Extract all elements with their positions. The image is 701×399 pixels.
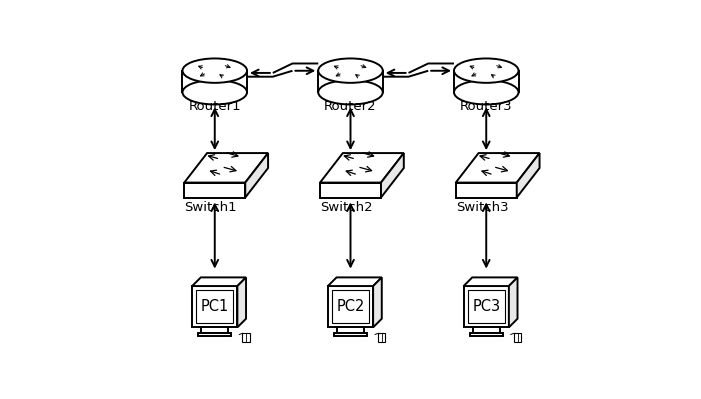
Polygon shape <box>328 277 382 286</box>
Polygon shape <box>184 183 245 198</box>
Text: PC2: PC2 <box>336 299 365 314</box>
Polygon shape <box>320 153 404 183</box>
Text: PC1: PC1 <box>200 299 229 314</box>
Polygon shape <box>463 286 509 327</box>
Polygon shape <box>182 71 247 92</box>
Polygon shape <box>373 277 382 327</box>
Polygon shape <box>456 153 540 183</box>
Polygon shape <box>238 277 246 327</box>
Polygon shape <box>328 286 373 327</box>
Polygon shape <box>379 333 386 342</box>
Polygon shape <box>517 153 540 198</box>
Polygon shape <box>245 153 268 198</box>
Polygon shape <box>198 333 231 336</box>
Text: PC3: PC3 <box>472 299 501 314</box>
Ellipse shape <box>318 58 383 83</box>
Polygon shape <box>192 286 238 327</box>
Polygon shape <box>470 333 503 336</box>
Polygon shape <box>514 333 521 342</box>
Polygon shape <box>192 277 246 286</box>
Polygon shape <box>509 277 517 327</box>
Ellipse shape <box>182 80 247 105</box>
Polygon shape <box>243 333 250 342</box>
Polygon shape <box>381 153 404 198</box>
Polygon shape <box>456 183 517 198</box>
Ellipse shape <box>454 58 519 83</box>
Polygon shape <box>454 71 519 92</box>
Polygon shape <box>184 153 268 183</box>
Text: Switch1: Switch1 <box>184 201 237 215</box>
Text: Router3: Router3 <box>460 100 512 113</box>
Polygon shape <box>201 327 229 333</box>
Polygon shape <box>332 290 369 324</box>
Text: Router2: Router2 <box>324 100 377 113</box>
Ellipse shape <box>318 80 383 105</box>
Polygon shape <box>318 71 383 92</box>
Polygon shape <box>320 183 381 198</box>
Ellipse shape <box>182 58 247 83</box>
Polygon shape <box>196 290 233 324</box>
Polygon shape <box>468 290 505 324</box>
Polygon shape <box>472 327 500 333</box>
Polygon shape <box>337 327 364 333</box>
Text: Router1: Router1 <box>189 100 241 113</box>
Polygon shape <box>463 277 517 286</box>
Ellipse shape <box>454 80 519 105</box>
Text: Switch3: Switch3 <box>456 201 508 215</box>
Text: Switch2: Switch2 <box>320 201 373 215</box>
Polygon shape <box>334 333 367 336</box>
